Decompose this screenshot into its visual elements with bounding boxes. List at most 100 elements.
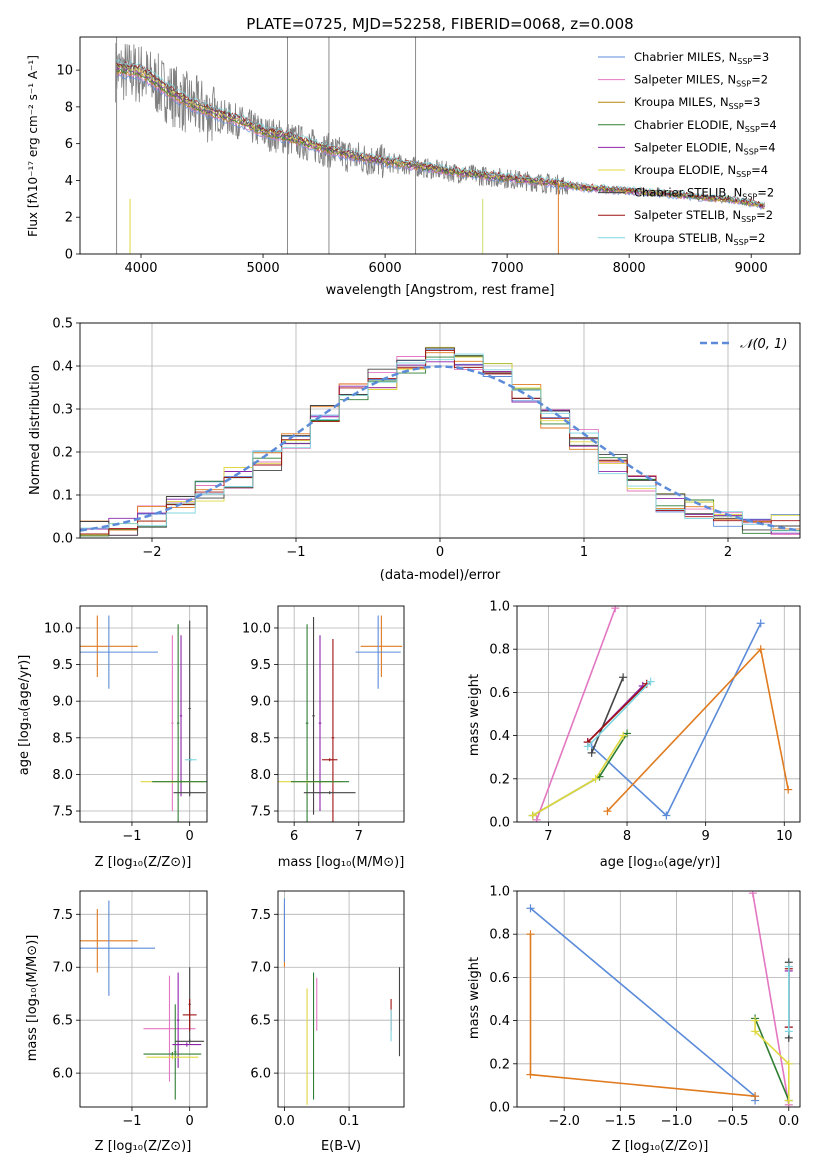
y-tick-label: 4: [65, 174, 73, 189]
histogram-plot-area: [80, 346, 800, 538]
x-tick-label: 6: [290, 829, 298, 844]
legend-label: Salpeter STELIB, NSSP=2: [634, 208, 773, 224]
y-tick-label: 6.0: [250, 1067, 271, 1082]
y-tick-label: 0.8: [489, 643, 510, 658]
legend-label: Chabrier STELIB, NSSP=2: [634, 186, 774, 202]
y-tick-label: 10: [56, 64, 73, 79]
y-tick-label: 8.0: [52, 768, 73, 783]
normal-reference-curve: [80, 365, 800, 532]
legend-value: =2: [756, 208, 773, 222]
mwAge-ylabel: mass weight: [467, 674, 482, 756]
y-tick-label: 0.5: [52, 317, 73, 332]
x-tick-label: −2.0: [548, 1114, 580, 1129]
mwZ-ylabel: mass weight: [467, 957, 482, 1039]
y-tick-label: 0.0: [489, 1101, 510, 1116]
y-tick-label: 9.0: [250, 695, 271, 710]
y-tick-label: 7.5: [52, 908, 73, 923]
y-tick-label: 7.0: [52, 961, 73, 976]
y-tick-label: 0.6: [489, 971, 510, 986]
axes-frame: [277, 605, 405, 823]
errorbar-plot-area: [283, 898, 401, 1105]
ageM-xlabel: mass [log₁₀(M/M⊙)]: [278, 855, 405, 870]
x-tick-label: 7: [544, 829, 552, 844]
legend-value: =3: [744, 95, 761, 109]
legend-subscript: SSP: [729, 102, 744, 111]
legend-subscript: SSP: [737, 57, 752, 66]
hist-ylabel: Normed distribution: [28, 365, 43, 495]
mass-weight-series-line: [591, 622, 762, 817]
axes-frame: [79, 605, 208, 823]
legend-value: =3: [752, 50, 769, 64]
legend-subscript: SSP: [745, 125, 760, 134]
x-tick-label: 7: [355, 829, 363, 844]
y-tick-label: 0.6: [489, 686, 510, 701]
legend-value: =2: [757, 186, 774, 200]
y-tick-label: 0.1: [52, 489, 73, 504]
hist-xlabel: (data-model)/error: [380, 568, 501, 583]
errorbar-plot-area: [80, 900, 205, 1100]
ageZ-xlabel: Z [log₁₀(Z/Z⊙)]: [95, 855, 192, 870]
x-tick-label: 4000: [124, 261, 157, 276]
errorbar-plot-area: [278, 615, 403, 822]
legend-subscript: SSP: [742, 193, 757, 202]
errorbar-plot-area: [80, 615, 207, 822]
y-tick-label: 0.4: [489, 729, 510, 744]
spectrum-xlabel: wavelength [Angstrom, rest frame]: [326, 283, 555, 298]
x-tick-label: 1: [580, 545, 588, 560]
x-tick-label: 10: [776, 829, 793, 844]
legend-subscript: SSP: [734, 238, 749, 247]
y-tick-label: 0.0: [52, 532, 73, 547]
ageZ-ylabel: age [log₁₀(age/yr)]: [17, 655, 32, 776]
x-tick-label: 0.0: [274, 1114, 295, 1129]
legend-value: =2: [751, 73, 768, 87]
y-tick-label: 0.8: [489, 928, 510, 943]
legend-subscript: SSP: [736, 80, 751, 89]
age-vs-mass-panel: 6 7 7.5 8.0 8.5 9.0 9.5 10.0: [242, 605, 405, 844]
y-tick-label: 0.2: [52, 446, 73, 461]
model-spectrum-line: [116, 58, 765, 206]
x-tick-label: 0.1: [339, 1114, 360, 1129]
x-tick-label: 2: [724, 545, 732, 560]
axes-frame: [79, 322, 801, 539]
y-tick-label: 6.5: [250, 1014, 271, 1029]
mass-weight-series-line: [587, 681, 652, 747]
y-tick-label: 7.5: [52, 805, 73, 820]
y-tick-label: 0.4: [489, 1014, 510, 1029]
y-tick-label: 6.0: [52, 1067, 73, 1082]
x-tick-label: 8: [623, 829, 631, 844]
y-tick-label: 6.5: [52, 1014, 73, 1029]
figure-title: PLATE=0725, MJD=52258, FIBERID=0068, z=0…: [246, 15, 633, 33]
massZ-ylabel: mass [log₁₀(M/M⊙)]: [25, 935, 40, 1062]
mass-weight-series-line: [587, 683, 648, 743]
y-tick-label: 8.0: [250, 768, 271, 783]
age-vs-metallicity-panel: −1 0 7.5 8.0 8.5 9.0 9.5 10.0: [44, 605, 208, 844]
axes-frame: [79, 890, 208, 1108]
legend-label: Kroupa STELIB, NSSP=2: [634, 231, 765, 247]
x-tick-label: −1: [122, 829, 141, 844]
y-tick-label: 1.0: [489, 600, 510, 615]
x-tick-label: 8000: [613, 261, 646, 276]
axes-frame: [516, 605, 801, 823]
y-tick-label: 10.0: [44, 621, 73, 636]
y-tick-label: 9.5: [52, 658, 73, 673]
y-tick-label: 8.5: [250, 731, 271, 746]
legend-label: Chabrier ELODIE, NSSP=4: [634, 118, 777, 134]
x-tick-label: 9: [702, 829, 710, 844]
y-tick-label: 9.5: [250, 658, 271, 673]
x-tick-label: 0: [186, 829, 194, 844]
legend-label: Kroupa MILES, NSSP=3: [634, 95, 760, 111]
mass-weight-plot-area: [526, 891, 793, 1107]
spectrum-ylabel: Flux [fλ10⁻¹⁷ erg cm⁻² s⁻¹ A⁻¹]: [26, 55, 40, 237]
mass-weight-series-line: [535, 607, 617, 821]
massZ-xlabel: Z [log₁₀(Z/Z⊙)]: [95, 1139, 192, 1154]
axes-frame: [79, 36, 801, 255]
x-tick-label: 6000: [369, 261, 402, 276]
mass-weight-plot-area: [528, 606, 793, 822]
mwZ-xlabel: Z [log₁₀(Z/Z⊙)]: [612, 1139, 709, 1154]
legend-label: Salpeter MILES, NSSP=2: [634, 73, 768, 89]
mass-weight-vs-metallicity-panel: −2.0 −1.5 −1.0 −0.5 0.0 0.0 0.2 0.4 0.6 0.8 1.0: [489, 885, 801, 1129]
spectrum-panel: 4000 5000 6000 7000 8000 9000 0 2 4 6 8 10 Chabrier …: [56, 36, 801, 276]
legend-label: Salpeter ELODIE, NSSP=4: [634, 140, 776, 156]
mass-vs-ebv-panel: 0.0 0.1 6.0 6.5 7.0 7.5: [250, 890, 405, 1129]
